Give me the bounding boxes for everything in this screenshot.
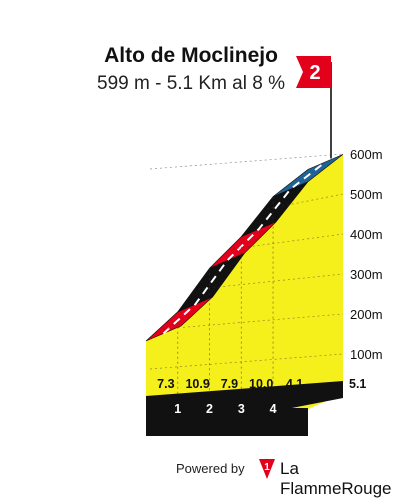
- segment-grade-label: 10.9: [185, 377, 209, 391]
- y-tick-label: 100m: [350, 347, 383, 362]
- road-centre-line: [162, 161, 327, 335]
- y-tick-label: 300m: [350, 267, 383, 282]
- gridline: [149, 153, 344, 170]
- category-flag-number: 2: [309, 62, 320, 84]
- footer: Powered by 1 La FlammeRouge: [0, 458, 405, 498]
- gridline: [198, 273, 344, 290]
- gridline: [232, 233, 344, 250]
- segment-grade-label: 7.9: [221, 377, 238, 391]
- la-flamme-rouge-logo-icon: 1: [259, 459, 275, 479]
- svg-text:1: 1: [264, 462, 270, 473]
- climb-summary: 599 m - 5.1 Km al 8 %: [97, 73, 285, 94]
- profile-end-fill: [308, 154, 343, 409]
- gridline: [149, 353, 344, 370]
- category-flag-icon: [296, 56, 331, 88]
- km-marker-label: 2: [206, 402, 213, 416]
- km-marker-label: 3: [238, 402, 245, 416]
- brand-name: La FlammeRouge: [280, 459, 392, 498]
- elevation-profile-chart: 100m 200m 300m 400m 500m 600m 7.3 10.9 7.9 10.0 4.…: [145, 56, 383, 436]
- y-tick-label: 200m: [350, 307, 383, 322]
- climb-profile-card: 100m 200m 300m 400m 500m 600m 7.3 10.9 7.9 10.0 4.…: [0, 44, 405, 498]
- km-marker-label: 4: [270, 402, 277, 416]
- gridline: [163, 313, 344, 330]
- powered-by-label: Powered by: [176, 461, 245, 476]
- climb-title: Alto de Moclinejo: [104, 44, 278, 67]
- y-tick-label: 600m: [350, 147, 383, 162]
- y-tick-label: 400m: [350, 227, 383, 242]
- segment-grade-label: 7.3: [157, 377, 174, 391]
- km-marker-label: 1: [174, 402, 181, 416]
- total-distance-label: 5.1: [349, 377, 366, 391]
- y-tick-label: 500m: [350, 187, 383, 202]
- profile-base-front: [146, 408, 308, 436]
- segment-grade-label: 10.0: [249, 377, 273, 391]
- segment-grade-label: 4.1: [286, 377, 303, 391]
